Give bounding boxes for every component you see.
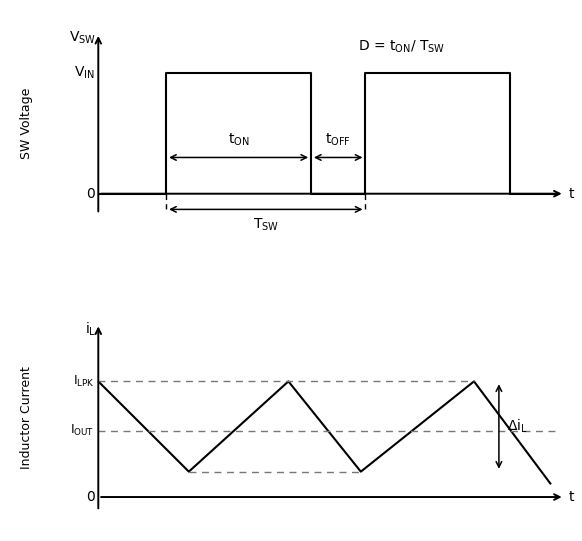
Text: SW Voltage: SW Voltage	[20, 88, 33, 160]
Text: T$_\mathregular{SW}$: T$_\mathregular{SW}$	[253, 216, 279, 233]
Text: t: t	[569, 187, 574, 201]
Text: 0: 0	[86, 187, 95, 201]
Text: i$_\mathregular{L}$: i$_\mathregular{L}$	[84, 321, 96, 338]
Text: V$_\mathregular{IN}$: V$_\mathregular{IN}$	[74, 65, 95, 81]
Text: I$_\mathregular{LPK}$: I$_\mathregular{LPK}$	[73, 374, 95, 389]
Text: t$_\mathregular{ON}$: t$_\mathregular{ON}$	[228, 131, 250, 148]
Text: V$_\mathregular{SW}$: V$_\mathregular{SW}$	[69, 29, 96, 46]
Text: t: t	[569, 490, 574, 504]
Text: 0: 0	[86, 490, 95, 504]
Text: t$_\mathregular{OFF}$: t$_\mathregular{OFF}$	[325, 131, 351, 148]
Text: I$_\mathregular{OUT}$: I$_\mathregular{OUT}$	[70, 423, 95, 438]
Text: $\Delta$i$_\mathregular{L}$: $\Delta$i$_\mathregular{L}$	[507, 418, 528, 435]
Text: D = t$_\mathregular{ON}$/ T$_\mathregular{SW}$: D = t$_\mathregular{ON}$/ T$_\mathregula…	[358, 38, 445, 55]
Text: Inductor Current: Inductor Current	[20, 366, 33, 469]
